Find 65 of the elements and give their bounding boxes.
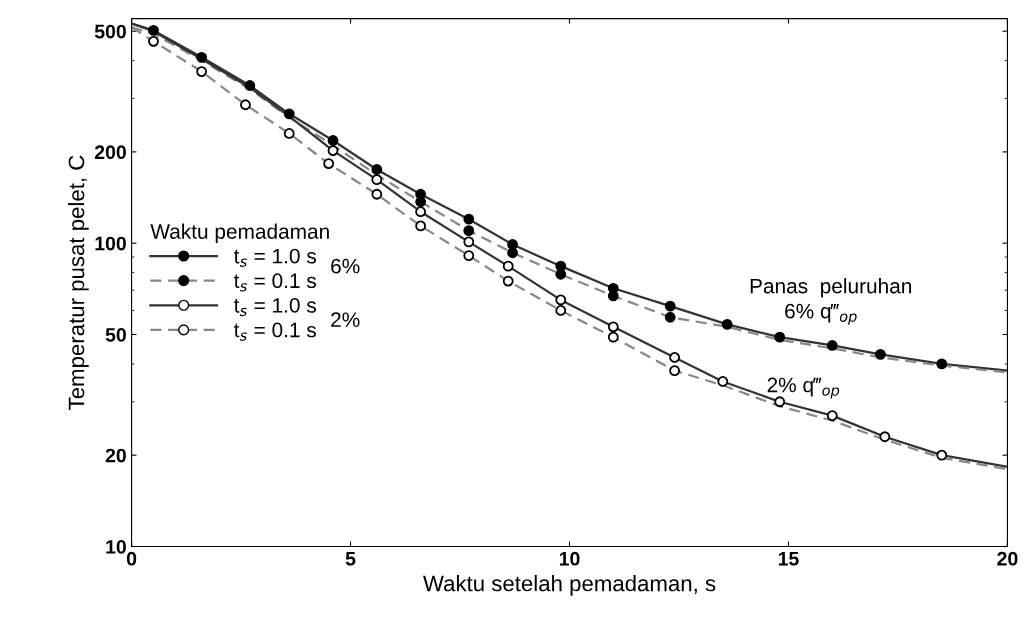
point — [774, 331, 786, 343]
point — [148, 24, 159, 36]
point — [664, 300, 676, 312]
legend-label: t$_{s}$ = 1.0 s — [233, 248, 316, 267]
x-tick-label: 10 — [559, 551, 580, 566]
point — [721, 318, 733, 330]
y-tick-label: 20 — [105, 448, 126, 463]
point — [463, 236, 475, 248]
point — [463, 250, 475, 262]
point — [607, 321, 619, 333]
x-tick-label: 5 — [345, 552, 356, 566]
point — [327, 135, 339, 146]
legend-label: t$_{s}$ = 0.1 s — [233, 322, 316, 341]
y-tick-label: 500 — [94, 24, 126, 39]
point — [502, 275, 514, 287]
point — [240, 99, 251, 111]
point — [415, 220, 427, 232]
point — [826, 410, 838, 422]
point — [507, 247, 518, 259]
point — [283, 128, 295, 139]
x-tick-label: 20 — [997, 551, 1018, 566]
point — [669, 365, 681, 377]
point — [555, 305, 567, 316]
point — [371, 188, 383, 200]
point — [507, 239, 518, 250]
point — [936, 449, 948, 461]
point — [607, 331, 619, 343]
point — [371, 174, 383, 186]
point — [327, 145, 339, 156]
annotation: 6% q‴$_{op}$ — [785, 303, 857, 325]
annotation: Panas peluruhan — [750, 278, 912, 298]
y-tick-label: 10 — [106, 539, 126, 554]
point — [669, 352, 681, 363]
y-tick-label: 50 — [105, 327, 126, 342]
x-tick-label: 0 — [126, 551, 137, 566]
legend-title: Waktu pemadaman — [150, 223, 329, 244]
annotation: 2% — [331, 312, 360, 327]
point — [774, 396, 786, 408]
x-tick-label: 15 — [778, 552, 799, 566]
point — [879, 431, 891, 443]
point — [875, 348, 886, 360]
point — [555, 294, 567, 306]
point — [463, 225, 475, 237]
point — [283, 108, 295, 120]
point — [826, 340, 838, 351]
annotation: 6% — [331, 258, 360, 274]
point — [664, 311, 676, 323]
point — [463, 213, 475, 225]
legend-label: t$_{s}$ = 0.1 s — [233, 273, 316, 292]
point — [244, 80, 256, 91]
y-tick-label: 100 — [95, 236, 126, 251]
legend-label: t$_{s}$ = 1.0 s — [233, 297, 316, 317]
point — [323, 158, 335, 169]
point — [148, 35, 159, 47]
point — [936, 358, 948, 370]
point — [196, 51, 208, 63]
annotation: 2% q‴$_{op}$ — [767, 377, 840, 399]
y-tick-label: 200 — [94, 145, 126, 160]
point — [196, 66, 208, 77]
point — [502, 260, 514, 272]
x-axis-title: Waktu setelah pemadaman, s — [423, 575, 716, 596]
point — [717, 376, 729, 387]
y-axis-title: Temperatur pusat pelet, C — [68, 155, 89, 410]
point — [415, 206, 427, 218]
point — [371, 164, 383, 175]
